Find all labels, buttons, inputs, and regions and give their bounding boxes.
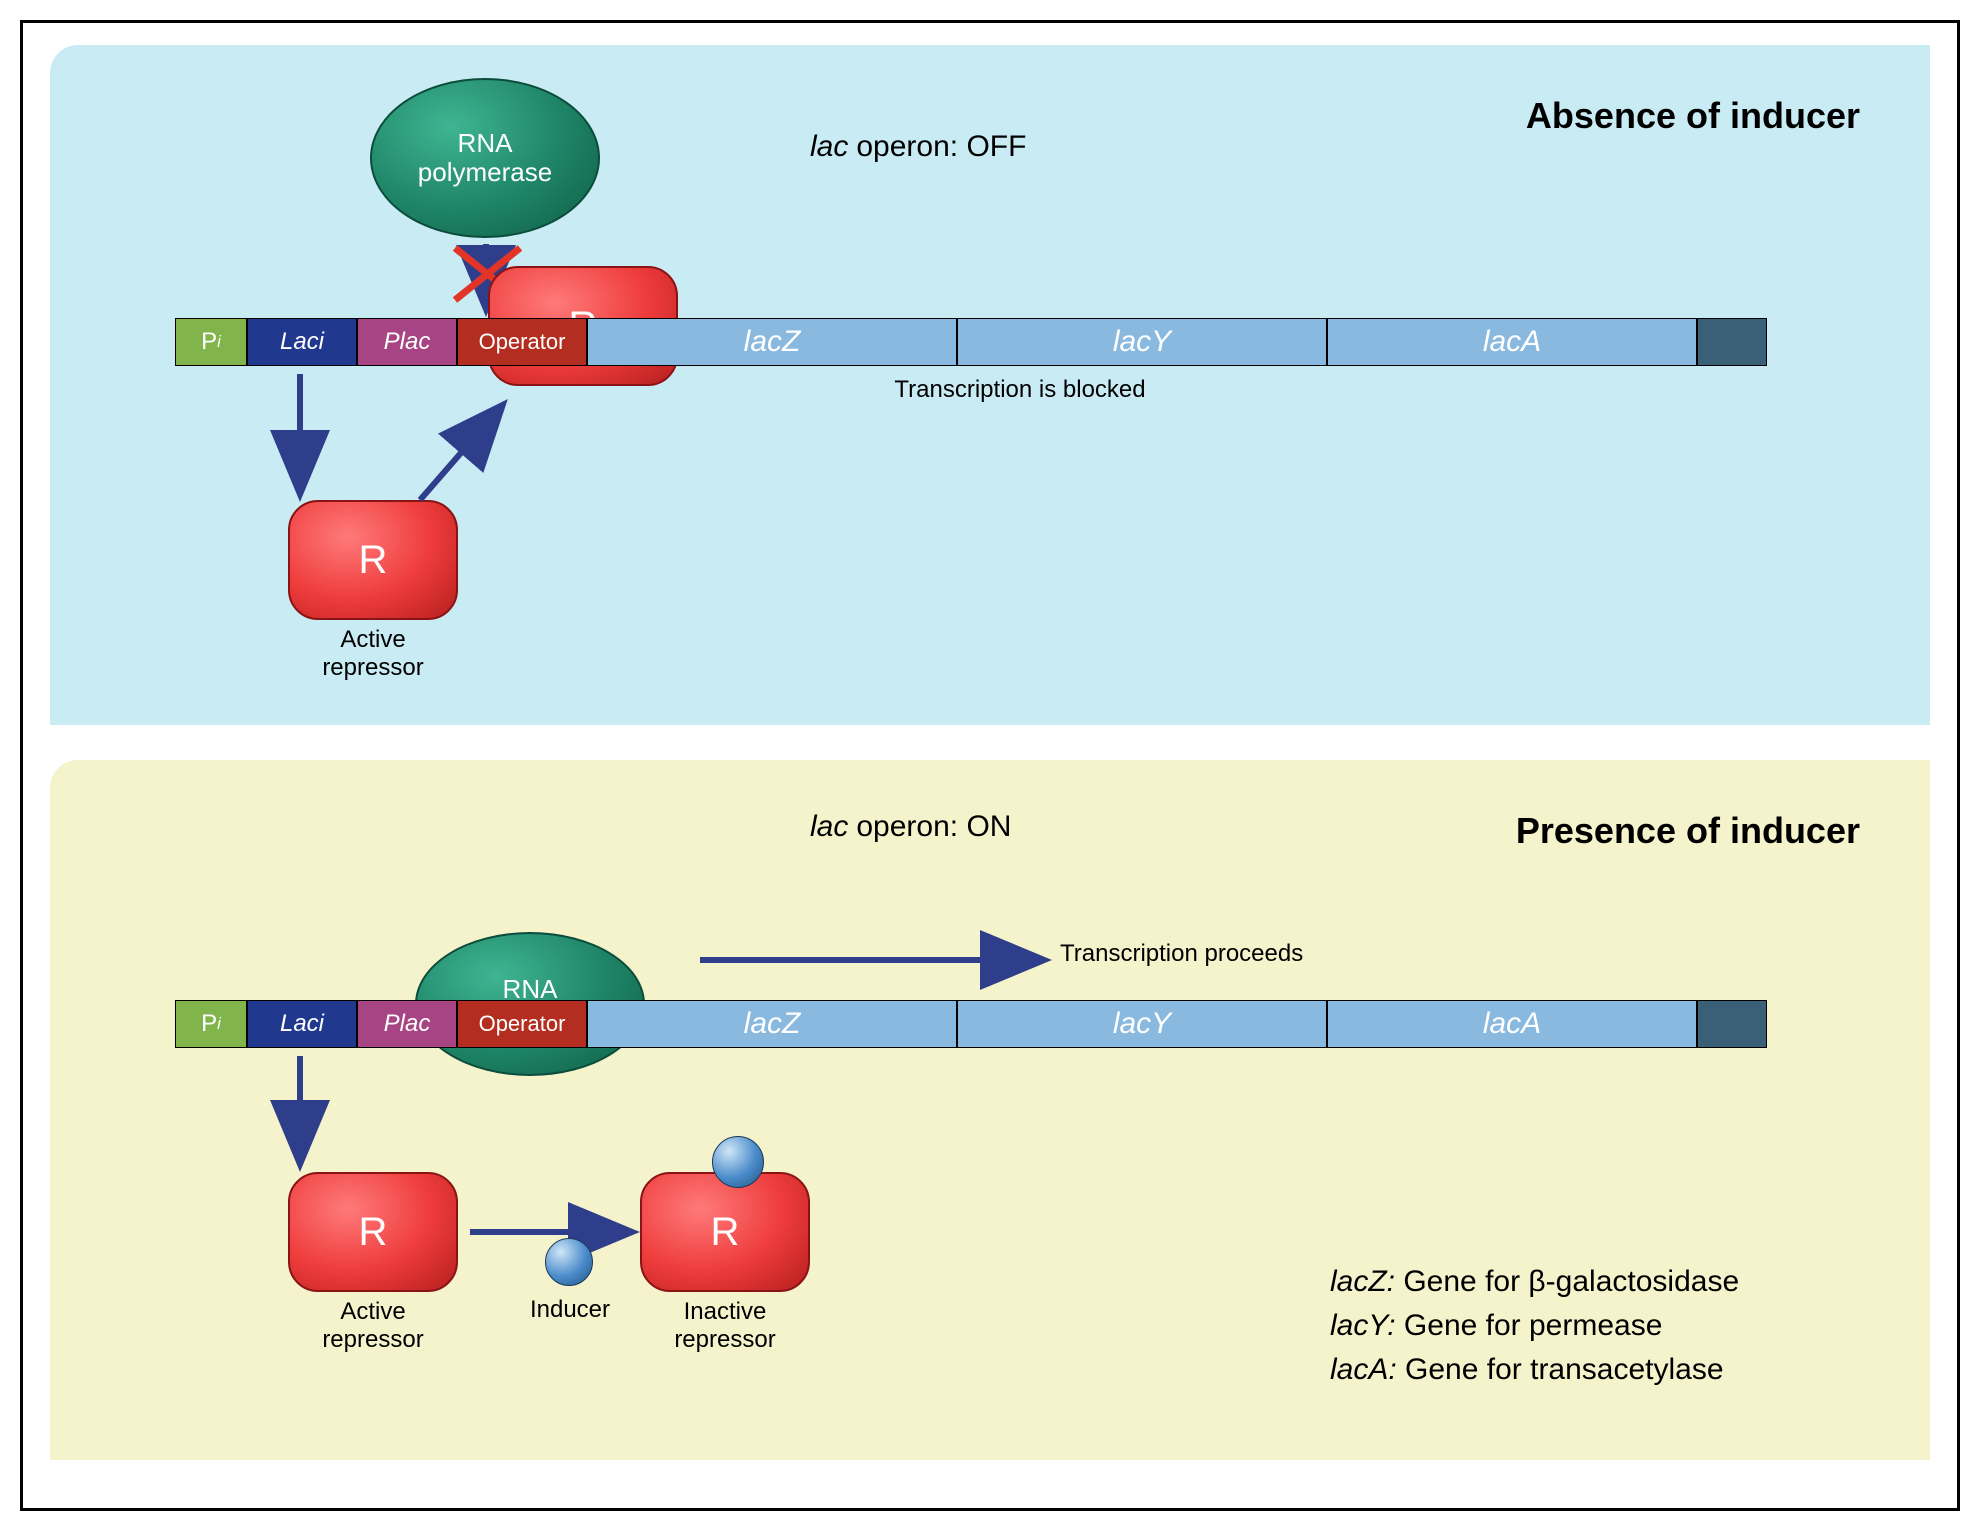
transcription-blocked-note: Transcription is blocked (820, 376, 1220, 404)
gene-segment-term (1697, 1000, 1767, 1048)
gene-segment-Plac: Plac (357, 1000, 457, 1048)
gene-segment-Laci: Laci (247, 1000, 357, 1048)
gene-segment-lacA: lacA (1327, 1000, 1697, 1048)
gene-segment-lacA: lacA (1327, 318, 1697, 366)
gene-segment-Laci: Laci (247, 318, 357, 366)
gene-segment-lacZ: lacZ (587, 1000, 957, 1048)
gene-segment-lacZ: lacZ (587, 318, 957, 366)
gene-segment-term (1697, 318, 1767, 366)
lac-italic: lac (810, 810, 848, 844)
lac-italic: lac (810, 130, 848, 164)
transcription-proceeds-note: Transcription proceeds (1060, 940, 1460, 968)
repressor-inactive-caption: Inactiverepressor (625, 1298, 825, 1354)
gene-legend: lacZ: Gene for β-galactosidase lacY: Gene… (1330, 1265, 1739, 1397)
repressor-active-bottom: R (288, 1172, 458, 1292)
panel-top-subtitle: lac operon: OFF (810, 130, 1026, 164)
repressor-active-bottom-caption: Activerepressor (273, 1298, 473, 1354)
rna-polymerase-top: RNApolymerase (370, 78, 600, 238)
panel-top-title: Absence of inducer (1526, 95, 1860, 137)
legend-item: lacZ: Gene for β-galactosidase (1330, 1265, 1739, 1299)
gene-segment-Plac: Plac (357, 318, 457, 366)
legend-item: lacY: Gene for permease (1330, 1309, 1739, 1343)
repressor-active-top: R (288, 500, 458, 620)
inducer-label: Inducer (510, 1296, 630, 1324)
inducer-bound (712, 1136, 764, 1188)
repressor-active-top-caption: Activerepressor (273, 626, 473, 682)
gene-segment-Operator: Operator (457, 1000, 587, 1048)
gene-segment-Pi: Pi (175, 318, 247, 366)
panel-bottom-title: Presence of inducer (1516, 810, 1860, 852)
gene-segment-Pi: Pi (175, 1000, 247, 1048)
gene-segment-Operator: Operator (457, 318, 587, 366)
operon-on-text: operon: ON (856, 810, 1011, 844)
inducer-free (545, 1238, 593, 1286)
gene-track-bottom: PiLaciPlacOperatorlacZlacYlacA (175, 1000, 1767, 1048)
repressor-inactive: R (640, 1172, 810, 1292)
gene-segment-lacY: lacY (957, 1000, 1327, 1048)
panel-bottom-subtitle: lac operon: ON (810, 810, 1011, 844)
operon-off-text: operon: OFF (856, 130, 1026, 164)
legend-item: lacA: Gene for transacetylase (1330, 1353, 1739, 1387)
gene-track-top: PiLaciPlacOperatorlacZlacYlacA (175, 318, 1767, 366)
gene-segment-lacY: lacY (957, 318, 1327, 366)
